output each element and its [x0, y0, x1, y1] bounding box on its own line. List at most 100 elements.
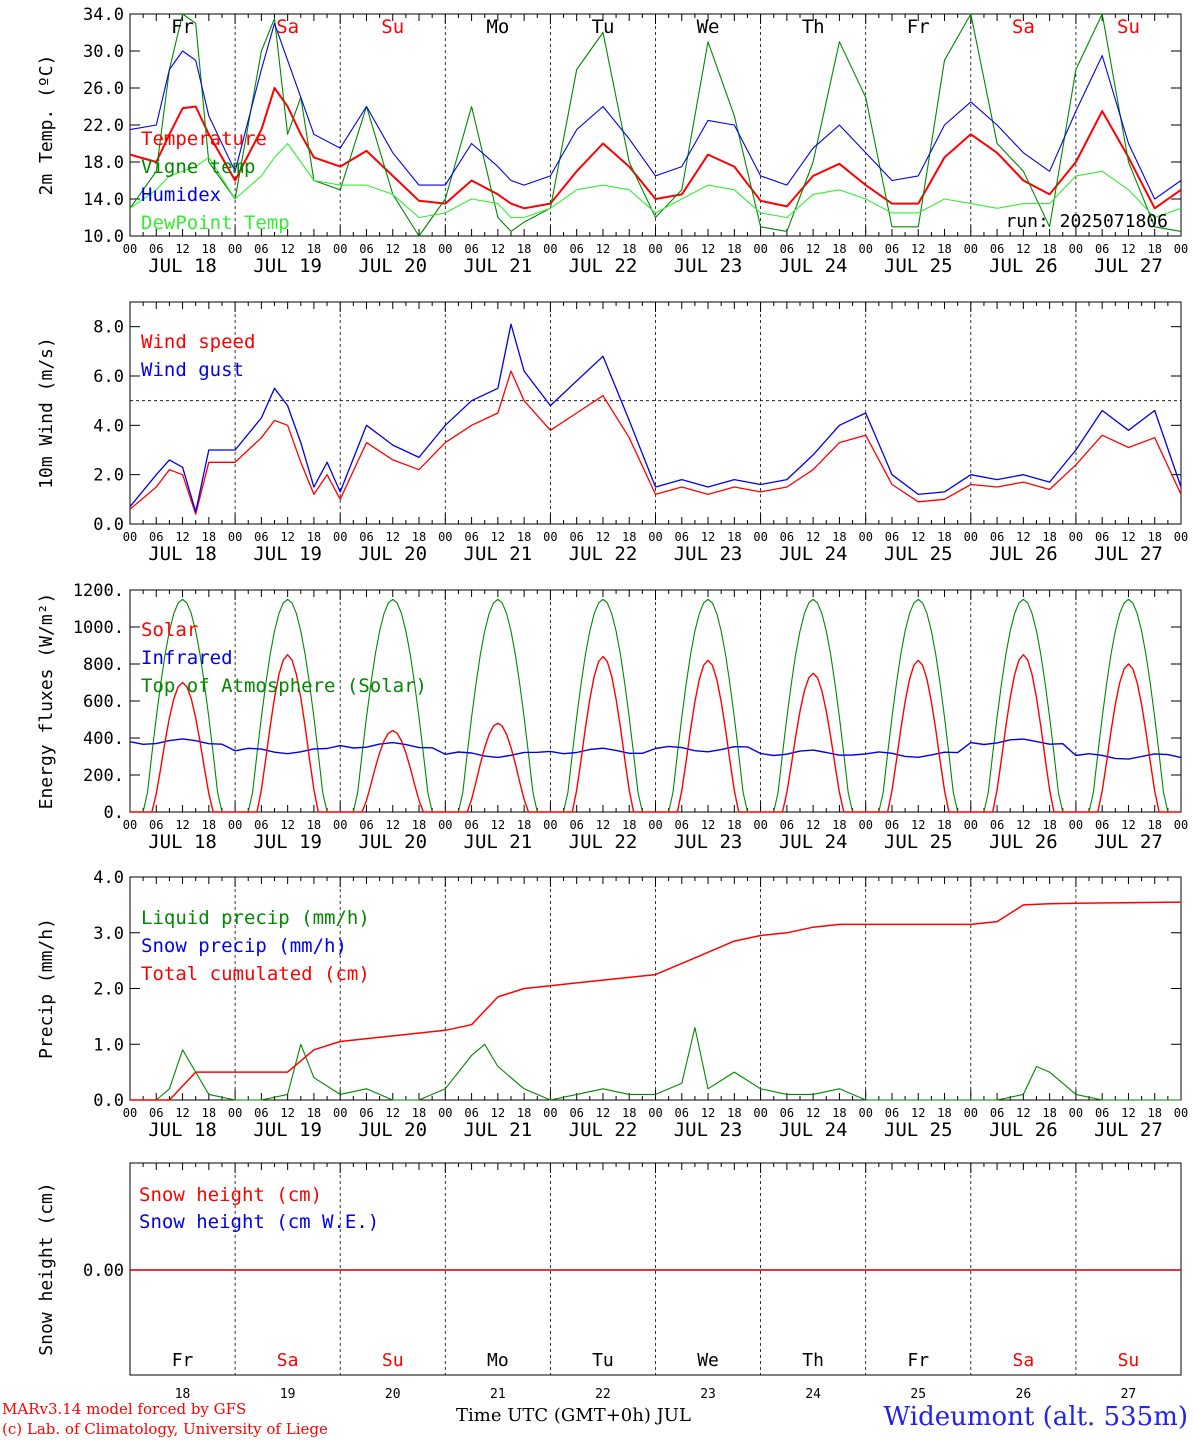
hour-tick-label: 06: [885, 1106, 899, 1120]
hour-tick-label: 00: [964, 1106, 978, 1120]
hour-tick-label: 12: [806, 242, 820, 256]
day-label: JUL 22: [569, 1119, 638, 1141]
hour-tick-label: 06: [359, 530, 373, 544]
hour-tick-label: 18: [412, 1106, 426, 1120]
y-tick-label: 6.0: [93, 367, 124, 387]
hour-tick-label: 18: [1147, 818, 1161, 832]
day-label: JUL 27: [1094, 1119, 1163, 1141]
hour-tick-label: 00: [543, 242, 557, 256]
legend-entry: Top of Atmosphere (Solar): [141, 675, 427, 697]
hour-tick-label: 18: [517, 1106, 531, 1120]
weekday-label: Tu: [592, 16, 615, 38]
y-tick-label: 2.0: [93, 980, 124, 1000]
day-label: JUL 22: [569, 255, 638, 277]
hour-tick-label: 12: [386, 1106, 400, 1120]
hour-tick-label: 06: [464, 818, 478, 832]
hour-tick-label: 18: [622, 530, 636, 544]
day-label: JUL 24: [779, 543, 848, 565]
weekday-label: Sa: [1013, 1350, 1035, 1371]
hour-tick-label: 18: [307, 242, 321, 256]
hour-tick-label: 00: [753, 1106, 767, 1120]
hour-tick-label: 06: [780, 530, 794, 544]
hour-tick-label: 12: [806, 818, 820, 832]
hour-tick-label: 18: [202, 1106, 216, 1120]
hour-tick-label: 06: [675, 818, 689, 832]
y-axis-label: Energy fluxes (W/m²): [36, 593, 57, 810]
hour-tick-label: 00: [1069, 818, 1083, 832]
hour-tick-label: 18: [307, 1106, 321, 1120]
hour-tick-label: 12: [175, 530, 189, 544]
day-label: JUL 27: [1094, 255, 1163, 277]
hour-tick-label: 06: [569, 1106, 583, 1120]
day-label: JUL 27: [1094, 543, 1163, 565]
day-number-label: 23: [700, 1387, 716, 1402]
hour-tick-label: 00: [858, 530, 872, 544]
day-label: JUL 20: [358, 1119, 427, 1141]
day-label: JUL 18: [148, 831, 217, 853]
day-label: JUL 25: [884, 543, 953, 565]
hour-tick-label: 06: [359, 242, 373, 256]
hour-tick-label: 06: [675, 530, 689, 544]
hour-tick-label: 18: [937, 818, 951, 832]
hour-tick-label: 12: [280, 1106, 294, 1120]
hour-tick-label: 18: [1042, 818, 1056, 832]
hour-tick-label: 12: [596, 530, 610, 544]
legend-entry: Snow precip (mm/h): [141, 935, 347, 957]
y-tick-label: 200.: [83, 766, 124, 786]
day-label: JUL 23: [674, 255, 743, 277]
hour-tick-label: 00: [964, 818, 978, 832]
hour-tick-label: 12: [386, 818, 400, 832]
hour-tick-label: 18: [202, 242, 216, 256]
hour-tick-label: 18: [1042, 1106, 1056, 1120]
hour-tick-label: 06: [1095, 242, 1109, 256]
hour-tick-label: 00: [1069, 1106, 1083, 1120]
y-axis-label: 10m Wind (m/s): [36, 337, 57, 489]
run-label: run: 2025071806: [1005, 211, 1168, 232]
hour-tick-label: 12: [1016, 818, 1030, 832]
day-label: JUL 21: [464, 255, 533, 277]
day-label: JUL 25: [884, 1119, 953, 1141]
hour-tick-label: 06: [675, 242, 689, 256]
infrared-series: [129, 738, 1182, 760]
hour-tick-label: 00: [228, 1106, 242, 1120]
hour-tick-label: 00: [438, 818, 452, 832]
panel-2: 00 06 12 18 00 06 12 18 00 06 12 18 00 06 12 18 00 06 12 18…: [123, 301, 1188, 565]
hour-tick-label: 06: [149, 818, 163, 832]
hour-tick-label: 12: [491, 242, 505, 256]
hour-tick-label: 12: [280, 818, 294, 832]
weekday-label: Su: [382, 1350, 404, 1371]
y-tick-label: 1200.: [73, 581, 124, 601]
legend-entry: Solar: [141, 619, 198, 641]
hour-tick-label: 06: [359, 818, 373, 832]
hour-tick-label: 18: [1147, 242, 1161, 256]
hour-tick-label: 12: [701, 530, 715, 544]
hour-tick-label: 18: [937, 242, 951, 256]
day-label: JUL 19: [253, 831, 322, 853]
hour-tick-label: 18: [727, 818, 741, 832]
day-label: JUL 19: [253, 543, 322, 565]
day-label: JUL 18: [148, 543, 217, 565]
y-tick-label: 26.0: [83, 79, 124, 99]
hour-tick-label: 12: [491, 530, 505, 544]
hour-tick-label: 06: [990, 818, 1004, 832]
hour-tick-label: 12: [596, 242, 610, 256]
hour-tick-label: 18: [412, 530, 426, 544]
model-credit: MARv3.14 model forced by GFS: [2, 1400, 247, 1418]
hour-tick-label: 18: [1042, 530, 1056, 544]
hour-tick-label: 18: [412, 818, 426, 832]
hour-tick-label: 12: [386, 242, 400, 256]
hour-tick-label: 06: [1095, 818, 1109, 832]
hour-tick-label: 00: [1174, 1106, 1188, 1120]
time-axis-label: Time UTC (GMT+0h) JUL: [456, 1405, 691, 1426]
hour-tick-label: 12: [701, 818, 715, 832]
hour-tick-label: 00: [858, 242, 872, 256]
hour-tick-label: 18: [517, 818, 531, 832]
hour-tick-label: 18: [412, 242, 426, 256]
hour-tick-label: 18: [622, 818, 636, 832]
hour-tick-label: 00: [228, 242, 242, 256]
day-label: JUL 21: [464, 1119, 533, 1141]
hour-tick-label: 18: [937, 530, 951, 544]
y-tick-label: 0.00: [83, 1261, 124, 1281]
weekday-label: Sa: [276, 16, 299, 38]
